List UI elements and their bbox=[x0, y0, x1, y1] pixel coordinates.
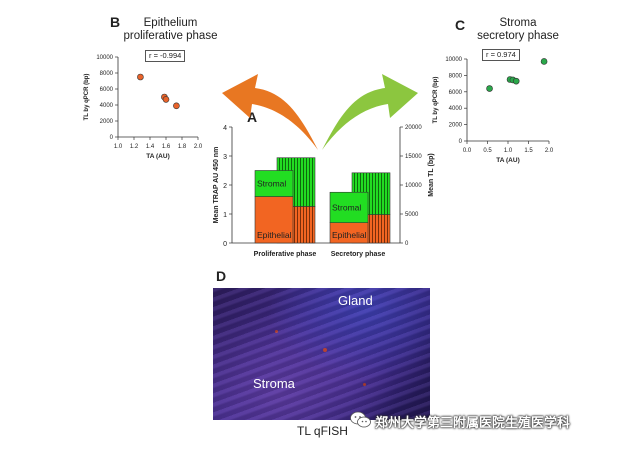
data-point bbox=[137, 73, 144, 81]
panel-b-title-line2: proliferative phase bbox=[123, 30, 218, 42]
category-label: Secretory phase bbox=[331, 251, 386, 258]
y-tick-label: 4000 bbox=[100, 103, 114, 109]
trap-bar-epithelial bbox=[254, 196, 294, 244]
data-point bbox=[512, 77, 520, 85]
chart-c: 0 2000 4000 6000 8000 10000 0.0 0.5 1.0 1.5 2.0 TA … bbox=[433, 57, 554, 164]
arrow-right-icon bbox=[322, 74, 418, 150]
chart-b: 0 2000 4000 6000 8000 10000 1.0 1.2 1.4 1.6 1.8 2.0… bbox=[84, 55, 203, 160]
panel-b-correlation: r = -0.994 bbox=[145, 50, 186, 62]
fish-signal-dot bbox=[275, 330, 278, 333]
wechat-icon bbox=[350, 411, 371, 428]
panel-c-correlation: r = 0.974 bbox=[482, 49, 520, 61]
left-tick-label: 3 bbox=[223, 154, 227, 161]
y-tick-label: 6000 bbox=[449, 90, 463, 96]
segment-label-stromal: Stromal bbox=[257, 179, 286, 189]
y-tick-label: 2000 bbox=[100, 119, 114, 125]
panel-d-caption: TL qFISH bbox=[297, 424, 348, 438]
x-tick-label: 1.4 bbox=[146, 144, 155, 150]
y-axis-label: TL by qPCR (bp) bbox=[433, 77, 439, 124]
segment-label-stromal: Stromal bbox=[332, 202, 361, 212]
x-tick-label: 1.0 bbox=[504, 148, 513, 154]
panel-b-letter: B bbox=[110, 14, 121, 30]
fish-micrograph: Gland Stroma bbox=[213, 288, 430, 420]
y-axis-label: TL by qPCR (bp) bbox=[84, 74, 90, 121]
right-tick-label: 5000 bbox=[405, 212, 419, 218]
x-axis-label: TA (AU) bbox=[496, 157, 519, 164]
panel-a-letter: A bbox=[247, 109, 258, 125]
right-axis-label: Mean TL (bp) bbox=[428, 153, 435, 196]
left-tick-label: 1 bbox=[223, 212, 227, 219]
y-tick-label: 8000 bbox=[449, 73, 463, 79]
fish-signal-dot bbox=[323, 348, 327, 352]
x-tick-label: 0.5 bbox=[483, 148, 492, 154]
stroma-label: Stroma bbox=[253, 376, 295, 391]
gland-label: Gland bbox=[338, 293, 373, 308]
chart-a: 0 1 2 3 4 0 5000 10000 15000 20000 Mean TRAP AU 45… bbox=[213, 125, 435, 258]
panel-c-title-line2: secretory phase bbox=[477, 30, 559, 42]
right-tick-label: 20000 bbox=[405, 125, 422, 131]
left-axis-label: Mean TRAP AU 450 nm bbox=[213, 147, 220, 224]
watermark-text: 郑州大学第三附属医院生殖医学科 bbox=[375, 415, 571, 430]
data-point bbox=[486, 85, 493, 92]
y-tick-label: 8000 bbox=[100, 71, 114, 77]
y-tick-label: 2000 bbox=[449, 123, 463, 129]
y-tick-label: 6000 bbox=[100, 87, 114, 93]
panel-d-letter: D bbox=[216, 268, 227, 284]
panel-c-title: Stroma secretory phase bbox=[463, 17, 573, 43]
data-point bbox=[540, 58, 548, 65]
y-tick-label: 4000 bbox=[449, 106, 463, 112]
left-tick-label: 0 bbox=[223, 241, 227, 248]
panel-c-title-line1: Stroma bbox=[499, 17, 537, 29]
y-tick-label: 10000 bbox=[96, 55, 113, 61]
panel-c-letter: C bbox=[455, 17, 466, 33]
x-tick-label: 1.0 bbox=[114, 144, 123, 150]
x-tick-label: 0.0 bbox=[463, 148, 472, 154]
arrow-left-icon bbox=[222, 74, 318, 150]
panel-b-title: Epithelium proliferative phase bbox=[113, 17, 228, 43]
left-tick-label: 2 bbox=[223, 183, 227, 190]
x-tick-label: 1.2 bbox=[130, 144, 139, 150]
right-tick-label: 10000 bbox=[405, 183, 422, 189]
y-tick-label: 0 bbox=[110, 135, 114, 141]
x-tick-label: 1.5 bbox=[524, 148, 533, 154]
data-point bbox=[162, 96, 170, 103]
x-tick-label: 2.0 bbox=[545, 148, 554, 154]
x-axis-label: TA (AU) bbox=[146, 153, 169, 160]
y-tick-label: 0 bbox=[459, 139, 463, 145]
y-tick-label: 10000 bbox=[445, 57, 462, 63]
data-point bbox=[173, 102, 180, 110]
right-tick-label: 0 bbox=[405, 241, 409, 247]
right-tick-label: 15000 bbox=[405, 154, 422, 160]
x-tick-label: 1.8 bbox=[178, 144, 187, 150]
x-tick-label: 2.0 bbox=[194, 144, 203, 150]
fish-signal-dot bbox=[363, 383, 366, 386]
x-tick-label: 1.6 bbox=[162, 144, 171, 150]
trap-bar-stromal bbox=[329, 191, 369, 224]
left-tick-label: 4 bbox=[223, 125, 227, 132]
panel-b-title-line1: Epithelium bbox=[143, 17, 198, 29]
segment-label-epithelial: Epithelial bbox=[332, 230, 367, 240]
category-label: Proliferative phase bbox=[254, 251, 317, 258]
trap-bar-stromal bbox=[254, 170, 294, 197]
segment-label-epithelial: Epithelial bbox=[257, 230, 292, 240]
